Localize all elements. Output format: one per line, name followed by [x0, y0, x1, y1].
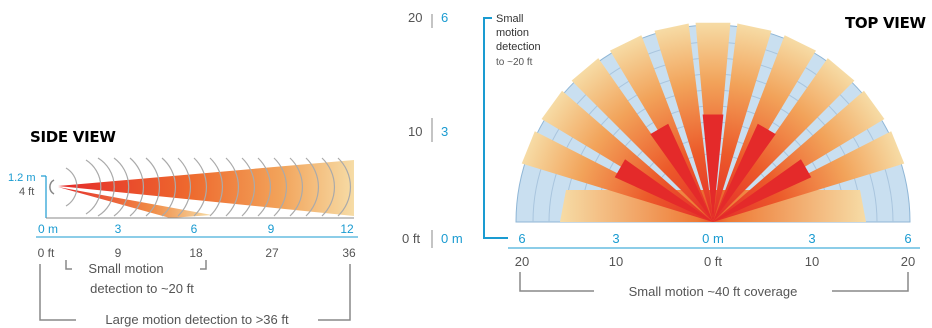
side-meter-tick: 12 [340, 222, 354, 236]
side-view: SIDE VIEW 1.2 m 4 ft [8, 128, 358, 327]
fan-beam [541, 90, 713, 222]
side-feet-tick: 18 [189, 246, 203, 260]
side-meter-tick: 0 m [38, 222, 58, 236]
fan-beam [713, 58, 855, 223]
mount-height-feet: 4 ft [19, 186, 34, 198]
top-y-meter-tick: 3 [441, 124, 448, 139]
side-small-motion-label: Small motion [88, 261, 163, 276]
side-feet-tick: 0 ft [38, 246, 55, 260]
svg-text:detection: detection [496, 41, 541, 53]
top-view-title: TOP VIEW [845, 14, 927, 32]
top-y-meter-tick: 6 [441, 10, 448, 25]
top-y-feet-tick: 20 [408, 10, 422, 25]
top-fan-beams [521, 22, 905, 223]
small-motion-bracket [65, 260, 72, 270]
small-detection-bracket [483, 17, 508, 239]
top-y-meter-tick: 0 m [441, 231, 463, 246]
small-detection-range: to ~20 ft [496, 57, 533, 68]
side-meter-tick: 3 [115, 222, 122, 236]
top-y-feet-tick: 10 [408, 124, 422, 139]
small-detection-label: Small [496, 13, 524, 25]
top-view: TOP VIEW 20 10 0 ft 6 3 0 m Small motion… [402, 10, 927, 299]
side-small-motion-range: detection to ~20 ft [90, 281, 194, 296]
side-meter-tick: 9 [268, 222, 275, 236]
top-x-meter-tick: 3 [808, 231, 815, 246]
svg-text:motion: motion [496, 27, 529, 39]
side-feet-tick: 9 [115, 246, 122, 260]
top-x-feet-tick: 10 [609, 254, 623, 269]
coverage-label: Small motion ~40 ft coverage [629, 284, 798, 299]
side-feet-tick: 27 [265, 246, 279, 260]
top-x-feet-tick: 10 [805, 254, 819, 269]
side-lower-beam [58, 187, 212, 218]
fan-beam [571, 58, 713, 223]
fan-beam-core [702, 114, 724, 222]
fan-beam [713, 23, 772, 223]
fan-beam-core [713, 159, 812, 222]
fan-beam [713, 90, 885, 222]
top-y-feet-tick: 0 ft [402, 231, 420, 246]
fan-beam [654, 23, 713, 223]
top-x-meter-tick: 0 m [702, 231, 724, 246]
fan-beam-core [713, 123, 776, 222]
side-view-title: SIDE VIEW [30, 128, 116, 146]
top-x-meter-tick: 6 [518, 231, 525, 246]
top-x-meter-tick: 6 [904, 231, 911, 246]
large-motion-bracket [39, 264, 76, 321]
fan-beam-core [650, 123, 713, 222]
mount-height-meters: 1.2 m [8, 172, 36, 184]
side-large-motion-label: Large motion detection to >36 ft [105, 312, 289, 327]
fan-beam-core [614, 159, 713, 222]
top-x-meter-tick: 3 [612, 231, 619, 246]
top-x-feet-tick: 20 [515, 254, 529, 269]
top-x-feet-tick: 20 [901, 254, 915, 269]
side-range-arcs [65, 157, 351, 217]
sensor-icon [49, 179, 55, 195]
coverage-bracket [519, 272, 594, 292]
top-x-feet-tick: 0 ft [704, 254, 722, 269]
side-feet-tick: 36 [342, 246, 356, 260]
side-meter-tick: 6 [191, 222, 198, 236]
